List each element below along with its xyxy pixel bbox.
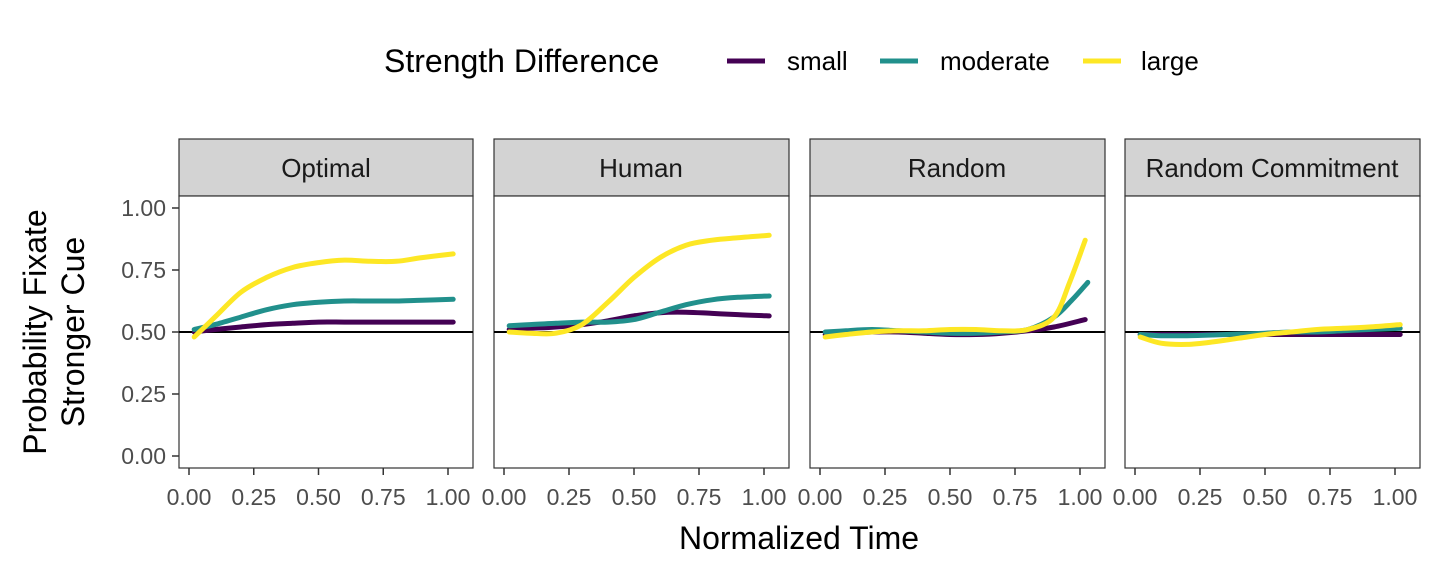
series-line-random-large [822,237,1088,340]
x-tick-label-optimal-4: 1.00 [426,484,471,510]
legend-label-moderate: moderate [940,46,1050,76]
facet-strip-random-commitment [1124,138,1421,197]
x-tick-label-optimal-1: 0.25 [231,484,276,510]
series-line-human-moderate [506,293,772,329]
x-tick-label-human-1: 0.25 [547,484,592,510]
series-line-optimal-moderate [191,296,456,332]
x-tick-label-random-commitment-3: 0.75 [1308,484,1353,510]
x-tick-label-random-2: 0.50 [928,484,973,510]
y-axis: 0.00 0.25 0.50 0.75 1.00 [121,195,179,469]
legend-title: Strength Difference [384,43,659,79]
x-tick-label-random-commitment-4: 1.00 [1373,484,1418,510]
facet-title-random: Random [908,153,1006,183]
facet-title-optimal: Optimal [281,153,371,183]
legend: Strength Difference small moderate large [384,43,1199,79]
x-tick-label-random-commitment-2: 0.50 [1243,484,1288,510]
facet-title-random-commitment: Random Commitment [1146,153,1400,183]
facet-title-human: Human [599,153,683,183]
x-tick-label-random-4: 1.00 [1058,484,1103,510]
x-tick-label-random-commitment-1: 0.25 [1178,484,1223,510]
facet-panel-human: Human [493,138,790,469]
x-tick-label-human-3: 0.75 [677,484,722,510]
facet-strip-random [809,138,1106,197]
series-line-optimal-large [191,251,456,340]
x-tick-label-human-0: 0.00 [482,484,527,510]
y-axis-title-line-2: Stronger Cue [55,237,91,427]
x-tick-label-random-0: 0.00 [798,484,843,510]
x-tick-label-random-3: 0.75 [993,484,1038,510]
facet-panel-random: Random [809,138,1106,469]
facet-strip-optimal [178,138,474,197]
x-tick-label-optimal-2: 0.50 [296,484,341,510]
x-tick-label-human-4: 1.00 [742,484,787,510]
series-group-random-commitment [1137,322,1403,347]
series-group-optimal [191,251,456,340]
y-tick-label-4: 1.00 [121,195,166,221]
facet-panel-optimal: Optimal [178,138,474,469]
x-tick-label-optimal-3: 0.75 [361,484,406,510]
y-axis-title-line-1: Probability Fixate [17,209,53,454]
y-tick-label-0: 0.00 [121,443,166,469]
series-line-random-commitment-large [1137,322,1403,347]
y-tick-label-2: 0.50 [121,319,166,345]
x-tick-label-random-1: 0.25 [863,484,908,510]
series-line-human-large [506,232,772,337]
x-axes: 0.00 0.25 0.50 0.75 1.00 0.00 0.25 0.50 0.75 1.00… [167,468,1418,510]
y-tick-label-1: 0.25 [121,381,166,407]
series-line-human-small [506,309,772,332]
x-tick-label-optimal-0: 0.00 [167,484,212,510]
facet-panel-random-commitment: Random Commitment [1124,138,1421,469]
legend-label-large: large [1141,46,1199,76]
series-line-optimal-small [191,319,456,335]
x-tick-label-random-commitment-0: 0.00 [1113,484,1158,510]
series-group-random [822,237,1091,340]
x-axis-title: Normalized Time [679,520,919,556]
facet-strip-human [493,138,790,197]
y-axis-title: Probability Fixate Stronger Cue [17,209,91,454]
legend-label-small: small [787,46,848,76]
y-tick-label-3: 0.75 [121,257,166,283]
x-tick-label-human-2: 0.50 [612,484,657,510]
series-group-human [506,232,772,337]
